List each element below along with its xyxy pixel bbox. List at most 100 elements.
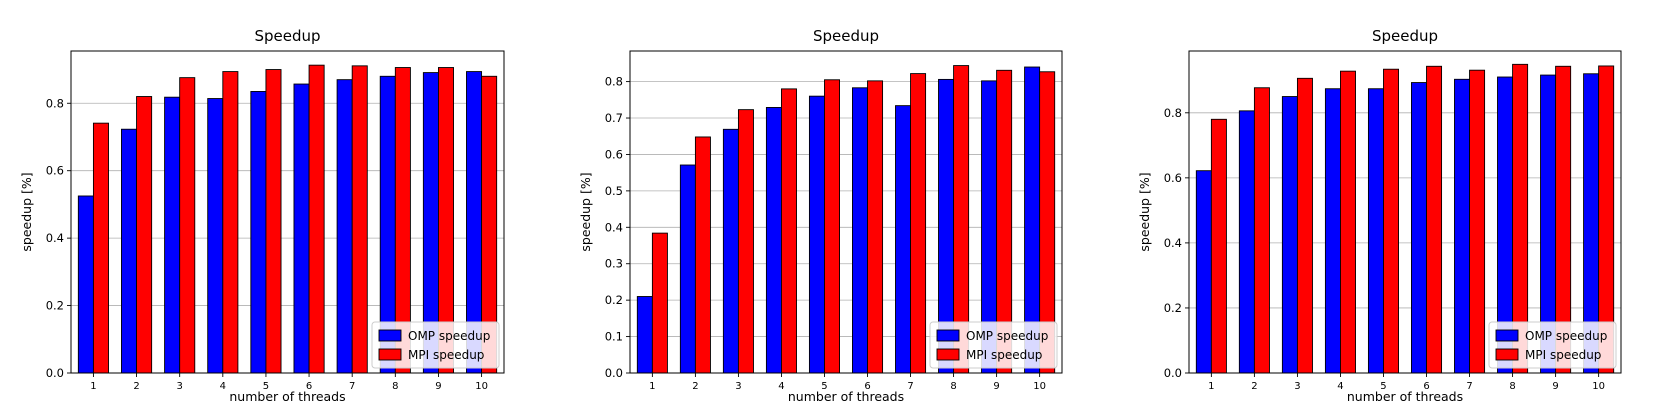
legend-box [1488,321,1617,369]
x-tick-label: 10 [1592,381,1605,392]
x-tick-label: 5 [821,381,827,392]
x-tick-label: 2 [692,381,698,392]
y-tick-label: 0.7 [605,111,623,125]
y-tick-label: 0.8 [46,96,64,110]
y-axis-label: speedup [%] [1137,172,1152,251]
omp-bar [722,128,739,374]
x-tick-label: 5 [1380,381,1386,392]
legend-label: OMP speedup [966,329,1048,343]
y-tick-label: 0.6 [46,164,64,178]
mpi-bar [1340,70,1356,374]
y-tick-label: 0.4 [46,231,64,245]
omp-legend-swatch [378,329,402,342]
mpi-bar [910,73,927,374]
mpi-bar [136,96,153,374]
x-tick-label: 3 [735,381,741,392]
y-tick-label: 0.0 [46,366,64,380]
x-axis-label: number of threads [788,389,904,404]
x-tick-label: 4 [220,381,226,392]
x-tick-label: 3 [176,381,182,392]
y-tick-label: 0.8 [1164,106,1182,120]
mpi-bar [308,64,325,374]
omp-legend-swatch [936,329,960,342]
chart-title: Speedup [813,27,879,45]
y-tick-label: 0.4 [605,220,623,234]
legend-label: OMP speedup [1525,329,1607,343]
x-tick-label: 7 [907,381,913,392]
mpi-bar [824,79,840,374]
omp-bar [1238,110,1255,374]
legend-label: MPI speedup [1525,348,1601,362]
x-tick-label: 8 [392,381,398,392]
chart-title: Speedup [254,27,320,45]
legend: OMP speedup MPI speedup [371,321,500,369]
mpi-bar [737,109,754,374]
omp-bar [336,79,353,374]
x-tick-label: 9 [435,381,441,392]
omp-bar [852,87,868,374]
chart-title: Speedup [1372,27,1438,45]
omp-bar [1324,88,1341,374]
x-tick-label: 6 [864,381,870,392]
omp-bar [164,96,181,374]
omp-bar [1367,88,1384,374]
chart-2: 0.0 0.1 0.2 0.3 0.4 0.5 0.6 0.7 0.8 1 2 3 4 5 6 7 8 9 10 Sp… [578,27,1063,404]
mpi-bar [222,71,239,374]
y-tick-label: 0.3 [605,257,623,271]
x-tick-label: 9 [993,381,999,392]
mpi-bar [265,69,282,374]
omp-bar [207,98,224,374]
x-tick-label: 1 [90,381,96,392]
x-tick-label: 2 [1251,381,1257,392]
y-axis-label: speedup [%] [578,172,593,251]
y-tick-label: 0.0 [605,366,623,380]
y-tick-label: 0.4 [1164,236,1182,250]
y-tick-label: 0.8 [605,75,623,89]
legend-label: MPI speedup [408,348,484,362]
legend-label: MPI speedup [966,348,1042,362]
mpi-bar [781,88,797,374]
x-tick-label: 1 [1208,381,1214,392]
mpi-bar [1210,118,1227,374]
legend-label: OMP speedup [408,329,490,343]
y-tick-label: 0.5 [605,184,623,198]
omp-bar [765,107,782,374]
omp-bar [895,105,911,374]
y-tick-label: 0.6 [1164,171,1182,185]
omp-legend-swatch [1495,329,1519,342]
omp-bar [250,91,267,374]
axes-frame [629,50,1063,374]
legend: OMP speedup MPI speedup [1488,321,1617,369]
x-tick-label: 1 [649,381,655,392]
mpi-legend-swatch [1495,348,1519,361]
mpi-bar [1383,68,1399,374]
omp-bar [77,195,94,374]
mpi-bar [694,136,711,374]
omp-bar [121,128,138,374]
x-tick-label: 10 [475,381,488,392]
legend-box [371,321,500,369]
y-axis-label: speedup [%] [19,172,34,251]
x-axis-label: number of threads [229,389,345,404]
x-tick-label: 7 [349,381,355,392]
x-tick-label: 4 [1337,381,1343,392]
omp-bar [1454,78,1470,374]
x-tick-label: 2 [133,381,139,392]
mpi-bar [651,232,668,374]
omp-bar [293,83,310,374]
x-tick-label: 5 [263,381,269,392]
x-axis-label: number of threads [1347,389,1463,404]
y-tick-label: 0.2 [605,293,623,307]
omp-bar [679,164,696,374]
chart-3: 0.0 0.2 0.4 0.6 0.8 1 2 3 4 5 6 7 8 9 10 Speedup number … [1137,27,1622,404]
omp-bar [1195,170,1212,374]
y-tick-label: 0.1 [605,330,623,344]
omp-bar [1281,96,1298,374]
omp-bar [1411,82,1427,374]
mpi-bar [1469,69,1486,374]
x-tick-label: 6 [306,381,312,392]
y-tick-label: 0.2 [1164,301,1182,315]
mpi-bar [1253,87,1270,374]
x-tick-label: 7 [1466,381,1472,392]
